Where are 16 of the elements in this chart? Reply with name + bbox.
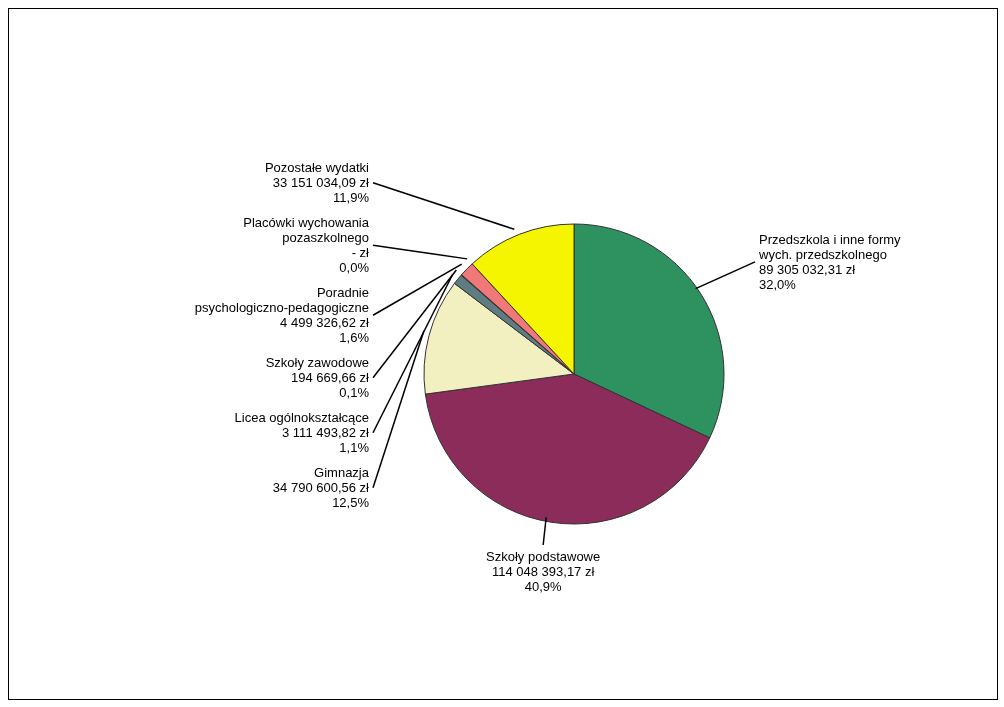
slice-label: Szkoły podstawowe [486, 549, 601, 564]
slice-label: Przedszkola i inne formy wych. przedszkolnego [758, 231, 902, 262]
data-label: 3 111 493,82 zł 1,1% [282, 425, 370, 456]
category-label: Placówki wychowania pozaszkolnego [243, 215, 369, 246]
text: - zł 0,0% [339, 245, 369, 276]
data-label: 194 669,66 zł 0,1% [290, 370, 370, 401]
data-label: 33 151 034,09 zł 11,9% [272, 175, 370, 206]
slice-label: Poradnie psychologiczno-pedagogiczne [194, 285, 369, 316]
slice-label: Gimnazja [314, 465, 370, 481]
data-label: 4 499 326,62 zł 1,6% [280, 315, 370, 346]
slice-label: Pozostałe wydatki [264, 160, 370, 176]
data-label: 89 305 032,31 zł 32,0% [759, 261, 856, 292]
data-label: 34 790 600,56 zł 12,5% [272, 480, 370, 511]
slice-label: Licea ogólnokształcące [234, 410, 369, 426]
data-label: 114 048 393,17 zł 40,9% [491, 564, 595, 594]
slice-label: Szkoły zawodowe [265, 355, 369, 371]
